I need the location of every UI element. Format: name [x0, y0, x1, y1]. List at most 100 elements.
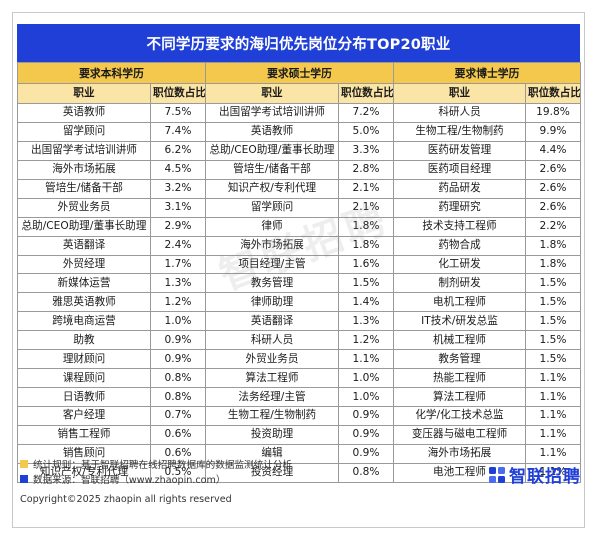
share-cell: 1.1% — [525, 387, 581, 407]
share-cell: 1.1% — [525, 368, 581, 389]
share-cell: 0.8% — [150, 368, 206, 389]
job-cell: 日语教师 — [17, 387, 151, 407]
job-cell: 外贸业务员 — [17, 197, 151, 218]
table-row: 跨境电商运营 1.0% 英语翻译 1.3% IT技术/研发总监 1.5% — [17, 311, 581, 332]
job-cell: 出国留学考试培训讲师 — [17, 140, 151, 161]
share-cell: 9.9% — [525, 121, 581, 142]
job-cell: 理财顾问 — [17, 349, 151, 370]
table-row: 新媒体运营 1.3% 教务管理 1.5% 制剂研发 1.5% — [17, 273, 581, 294]
blue-square-icon — [20, 474, 28, 483]
share-cell: 1.5% — [525, 349, 581, 370]
share-cell: 1.1% — [525, 443, 581, 464]
job-cell: 知识产权/专利代理 — [17, 462, 151, 483]
share-cell: 0.5% — [150, 462, 206, 483]
share-cell: 19.8% — [525, 103, 581, 123]
table-row: 外贸经理 1.7% 项目经理/主管 1.6% 化工研发 1.8% — [17, 254, 581, 275]
table-row: 课程顾问 0.8% 算法工程师 1.0% 热能工程师 1.1% — [17, 368, 581, 389]
job-cell: 制剂研发 — [393, 273, 526, 294]
job-cell: 外贸经理 — [17, 254, 151, 275]
job-cell: 海外市场拓展 — [205, 235, 339, 256]
table-row: 日语教师 0.8% 法务经理/主管 1.0% 算法工程师 1.1% — [17, 387, 581, 407]
col-share: 职位数占比 — [525, 83, 581, 104]
share-cell: 0.9% — [338, 424, 394, 445]
brand-logo: 智联招聘 — [488, 462, 581, 487]
job-cell: 跨境电商运营 — [17, 311, 151, 332]
job-cell: 销售工程师 — [17, 424, 151, 445]
share-cell: 1.7% — [150, 254, 206, 275]
share-cell: 3.1% — [150, 197, 206, 218]
job-cell: 销售顾问 — [17, 443, 151, 464]
share-cell: 0.9% — [338, 406, 394, 426]
job-cell: 海外市场拓展 — [17, 159, 151, 180]
job-cell: 项目经理/主管 — [205, 254, 339, 275]
job-cell: 英语翻译 — [205, 311, 339, 332]
job-cell: 生物工程/生物制药 — [393, 121, 526, 142]
logo-text: 智联招聘 — [509, 467, 581, 487]
col-share: 职位数占比 — [338, 83, 394, 104]
job-cell: 管培生/储备干部 — [17, 178, 151, 199]
share-cell: 1.8% — [525, 235, 581, 256]
job-cell: 外贸业务员 — [205, 349, 339, 370]
job-cell: 新媒体运营 — [17, 273, 151, 294]
share-cell: 7.2% — [338, 103, 394, 123]
share-cell: 2.9% — [150, 216, 206, 237]
share-cell: 3.2% — [150, 178, 206, 199]
page-title: 不同学历要求的海归优先岗位分布TOP20职业 — [17, 24, 580, 62]
notes: 统计规则：基于智联招聘在线招聘数据库的数据监测统计分析 数据来源：智联招聘（ww… — [20, 456, 292, 486]
job-cell: 投资经理 — [205, 462, 339, 483]
job-cell: 雅思英语教师 — [17, 292, 151, 313]
col-job: 职业 — [205, 83, 339, 104]
share-cell: 1.1% — [525, 406, 581, 426]
share-cell: 1.2% — [150, 292, 206, 313]
share-cell: 1.8% — [525, 254, 581, 275]
table-row: 总助/CEO助理/董事长助理 2.9% 律师 1.8% 技术支持工程师 2.2% — [17, 216, 581, 237]
table-row: 外贸业务员 3.1% 留学顾问 2.1% 药理研究 2.6% — [17, 197, 581, 218]
share-cell: 1.3% — [150, 273, 206, 294]
job-cell: 药品研发 — [393, 178, 526, 199]
table-row: 管培生/储备干部 3.2% 知识产权/专利代理 2.1% 药品研发 2.6% — [17, 178, 581, 199]
job-cell: 算法工程师 — [205, 368, 339, 389]
job-cell: 化工研发 — [393, 254, 526, 275]
share-cell: 0.7% — [150, 406, 206, 426]
column-header-row: 职业 职位数占比 职业 职位数占比 职业 职位数占比 — [17, 83, 581, 104]
table-row: 助教 0.9% 科研人员 1.2% 机械工程师 1.5% — [17, 330, 581, 351]
share-cell: 2.1% — [338, 197, 394, 218]
share-cell: 0.8% — [150, 387, 206, 407]
job-cell: 出国留学考试培训讲师 — [205, 103, 339, 123]
group-bachelor: 要求本科学历 — [17, 62, 206, 84]
job-cell: 编辑 — [205, 443, 339, 464]
job-cell: 英语教师 — [205, 121, 339, 142]
share-cell: 4.5% — [150, 159, 206, 180]
table-row: 海外市场拓展 4.5% 管培生/储备干部 2.8% 医药项目经理 2.6% — [17, 159, 581, 180]
title-text: 不同学历要求的海归优先岗位分布TOP20职业 — [146, 36, 451, 53]
job-cell: 课程顾问 — [17, 368, 151, 389]
job-cell: 变压器与磁电工程师 — [393, 424, 526, 445]
share-cell: 1.0% — [150, 311, 206, 332]
table-row: 销售顾问 0.6% 编辑 0.9% 海外市场拓展 1.1% — [17, 443, 581, 464]
job-cell: 管培生/储备干部 — [205, 159, 339, 180]
share-cell: 0.6% — [150, 424, 206, 445]
ranking-table: 要求本科学历 要求硕士学历 要求博士学历 职业 职位数占比 职业 职位数占比 职… — [17, 62, 581, 483]
job-cell: 药物合成 — [393, 235, 526, 256]
share-cell: 2.1% — [338, 178, 394, 199]
share-cell: 1.5% — [525, 311, 581, 332]
col-share: 职位数占比 — [150, 83, 206, 104]
job-cell: 留学顾问 — [17, 121, 151, 142]
group-master: 要求硕士学历 — [205, 62, 394, 84]
share-cell: 6.2% — [150, 140, 206, 161]
table-row: 雅思英语教师 1.2% 律师助理 1.4% 电机工程师 1.5% — [17, 292, 581, 313]
table-body: 英语教师 7.5% 出国留学考试培训讲师 7.2% 科研人员 19.8% 留学顾问 7.4% 英… — [17, 103, 581, 483]
job-cell: 医药研发管理 — [393, 140, 526, 161]
job-cell: IT技术/研发总监 — [393, 311, 526, 332]
share-cell: 2.6% — [525, 159, 581, 180]
share-cell: 0.8% — [338, 462, 394, 483]
share-cell: 1.0% — [338, 368, 394, 389]
share-cell: 1.1% — [338, 349, 394, 370]
job-cell: 律师 — [205, 216, 339, 237]
note-source: 数据来源：智联招聘（www.zhaopin.com） — [20, 471, 292, 486]
job-cell: 机械工程师 — [393, 330, 526, 351]
yellow-square-icon — [20, 459, 28, 468]
table-row: 留学顾问 7.4% 英语教师 5.0% 生物工程/生物制药 9.9% — [17, 121, 581, 142]
share-cell: 2.8% — [338, 159, 394, 180]
job-cell: 投资助理 — [205, 424, 339, 445]
